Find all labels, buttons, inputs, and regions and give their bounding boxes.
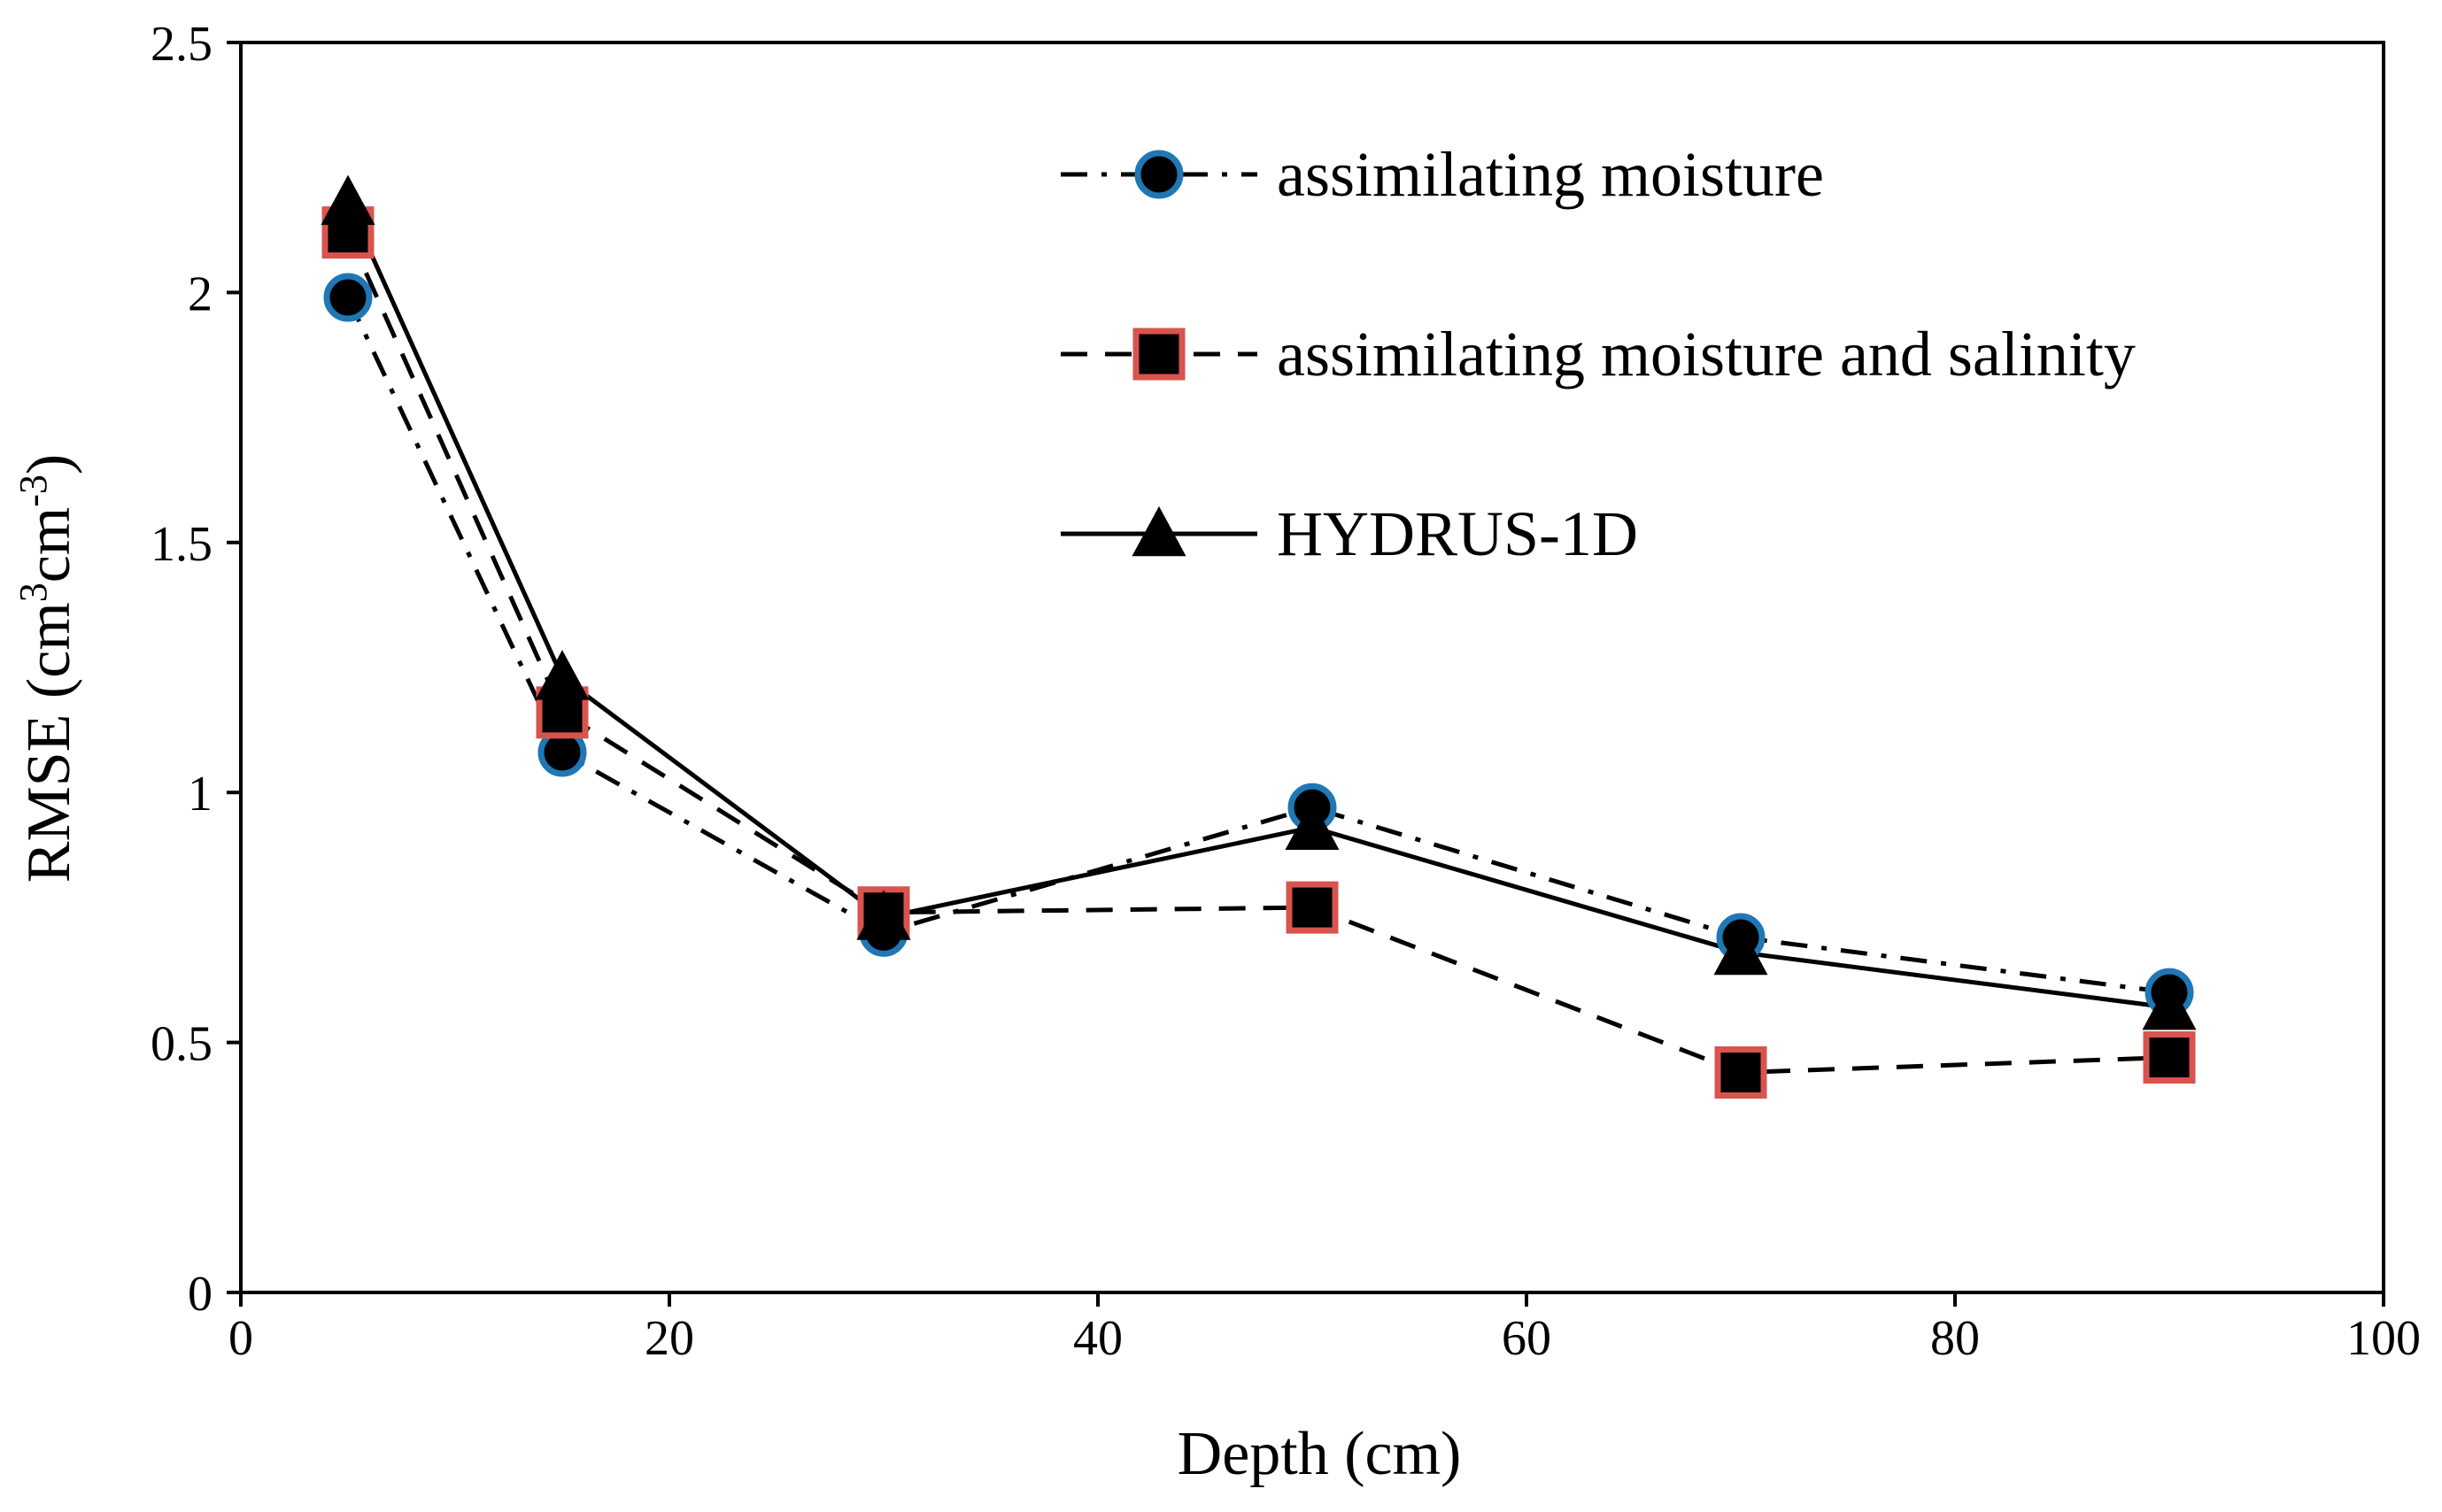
series-group bbox=[321, 174, 2197, 1099]
series-2-point bbox=[856, 890, 911, 940]
x-axis-title: Depth (cm) bbox=[1178, 1420, 1462, 1488]
legend-label-1: assimilating moisture and salinity bbox=[1277, 319, 2136, 390]
series-line-0 bbox=[345, 296, 2170, 995]
y-axis-title-sup2: -3 bbox=[12, 474, 55, 507]
x-tick-label: 80 bbox=[1930, 1311, 1980, 1366]
series-2-point bbox=[1285, 799, 1340, 851]
y-tick-label: 0 bbox=[188, 1267, 213, 1322]
x-tick-label: 60 bbox=[1502, 1311, 1551, 1366]
legend: assimilating moisture assimilating moistu… bbox=[1061, 139, 2136, 569]
series-2-point bbox=[535, 650, 590, 700]
ticks-group: 0 20 40 60 80 100 0 0.5 1 1.5 2 2.5 bbox=[151, 17, 2421, 1366]
y-axis-title-middle: cm bbox=[15, 507, 83, 583]
series-1-point bbox=[1714, 1045, 1767, 1099]
legend-marker-1 bbox=[1132, 328, 1186, 381]
series-line-2 bbox=[345, 201, 2170, 1010]
legend-label-0: assimilating moisture bbox=[1277, 139, 1824, 210]
series-2-point bbox=[1713, 924, 1768, 976]
legend-marker-2 bbox=[1132, 505, 1186, 557]
x-tick-label: 100 bbox=[2346, 1311, 2421, 1366]
x-tick-label: 20 bbox=[645, 1311, 694, 1366]
series-1-point bbox=[2143, 1031, 2196, 1084]
series-2-point bbox=[2142, 979, 2197, 1030]
legend-marker-0 bbox=[1134, 150, 1184, 199]
y-tick-label: 2.5 bbox=[151, 17, 213, 72]
y-tick-label: 1.5 bbox=[151, 517, 213, 572]
legend-label-2: HYDRUS-1D bbox=[1277, 498, 1638, 569]
y-axis-title-sup1: 3 bbox=[12, 582, 55, 602]
y-tick-label: 1 bbox=[188, 767, 213, 822]
series-line-1 bbox=[345, 231, 2170, 1075]
series-0-point bbox=[323, 273, 373, 322]
plot-frame-group bbox=[239, 41, 2385, 1294]
x-tick-label: 0 bbox=[228, 1311, 253, 1366]
y-tick-label: 0.5 bbox=[151, 1017, 213, 1072]
y-axis-title-suffix: ) bbox=[15, 454, 83, 474]
y-axis-title-prefix: RMSE (cm bbox=[15, 602, 83, 883]
series-1-point bbox=[1286, 881, 1339, 934]
series-2-point bbox=[321, 174, 375, 226]
y-tick-label: 2 bbox=[188, 266, 213, 321]
y-axis-title: RMSE (cm3cm-3) bbox=[12, 454, 83, 883]
x-tick-label: 40 bbox=[1073, 1311, 1123, 1366]
plot-frame bbox=[239, 41, 2385, 1294]
